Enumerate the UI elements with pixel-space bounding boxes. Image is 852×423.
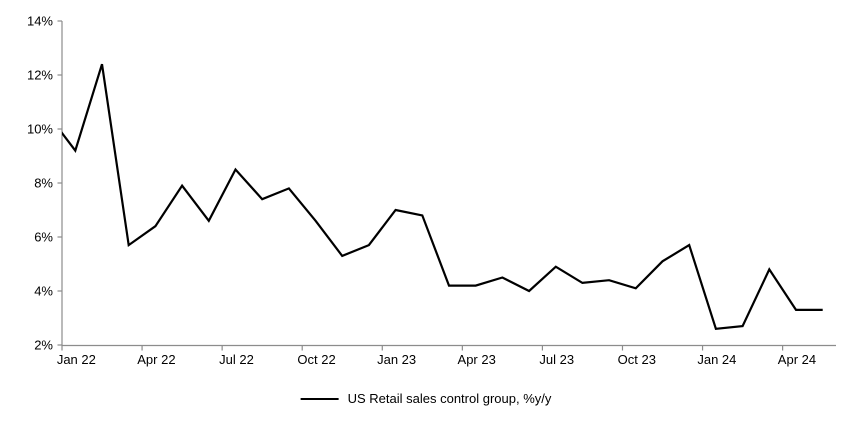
- y-axis-tick-label: 8%: [34, 176, 53, 191]
- x-axis-tick-label: Apr 22: [137, 352, 175, 367]
- y-axis-tick-label: 6%: [34, 230, 53, 245]
- y-axis-tick-label: 4%: [34, 284, 53, 299]
- legend: US Retail sales control group, %y/y: [300, 391, 552, 407]
- x-axis-tick-label: Apr 23: [458, 352, 496, 367]
- series-line: [62, 63, 823, 330]
- x-axis-tick-label: Oct 22: [297, 352, 335, 367]
- y-axis-tick-label: 10%: [27, 122, 53, 137]
- x-axis-tick-label: Jul 22: [219, 352, 254, 367]
- x-axis-tick-label: Jul 23: [539, 352, 574, 367]
- legend-line-sample: [300, 398, 339, 400]
- y-axis-tick-label: 12%: [27, 68, 53, 83]
- legend-label: US Retail sales control group, %y/y: [347, 391, 552, 406]
- y-axis-tick-label: 2%: [34, 338, 53, 353]
- x-axis-tick-label: Apr 24: [778, 352, 816, 367]
- y-axis-tick-label: 14%: [27, 14, 53, 29]
- x-axis-tick-label: Jan 24: [697, 352, 736, 367]
- x-axis-tick-label: Jan 23: [377, 352, 416, 367]
- x-axis-tick-label: Jan 22: [57, 352, 96, 367]
- x-axis-tick-label: Oct 23: [618, 352, 656, 367]
